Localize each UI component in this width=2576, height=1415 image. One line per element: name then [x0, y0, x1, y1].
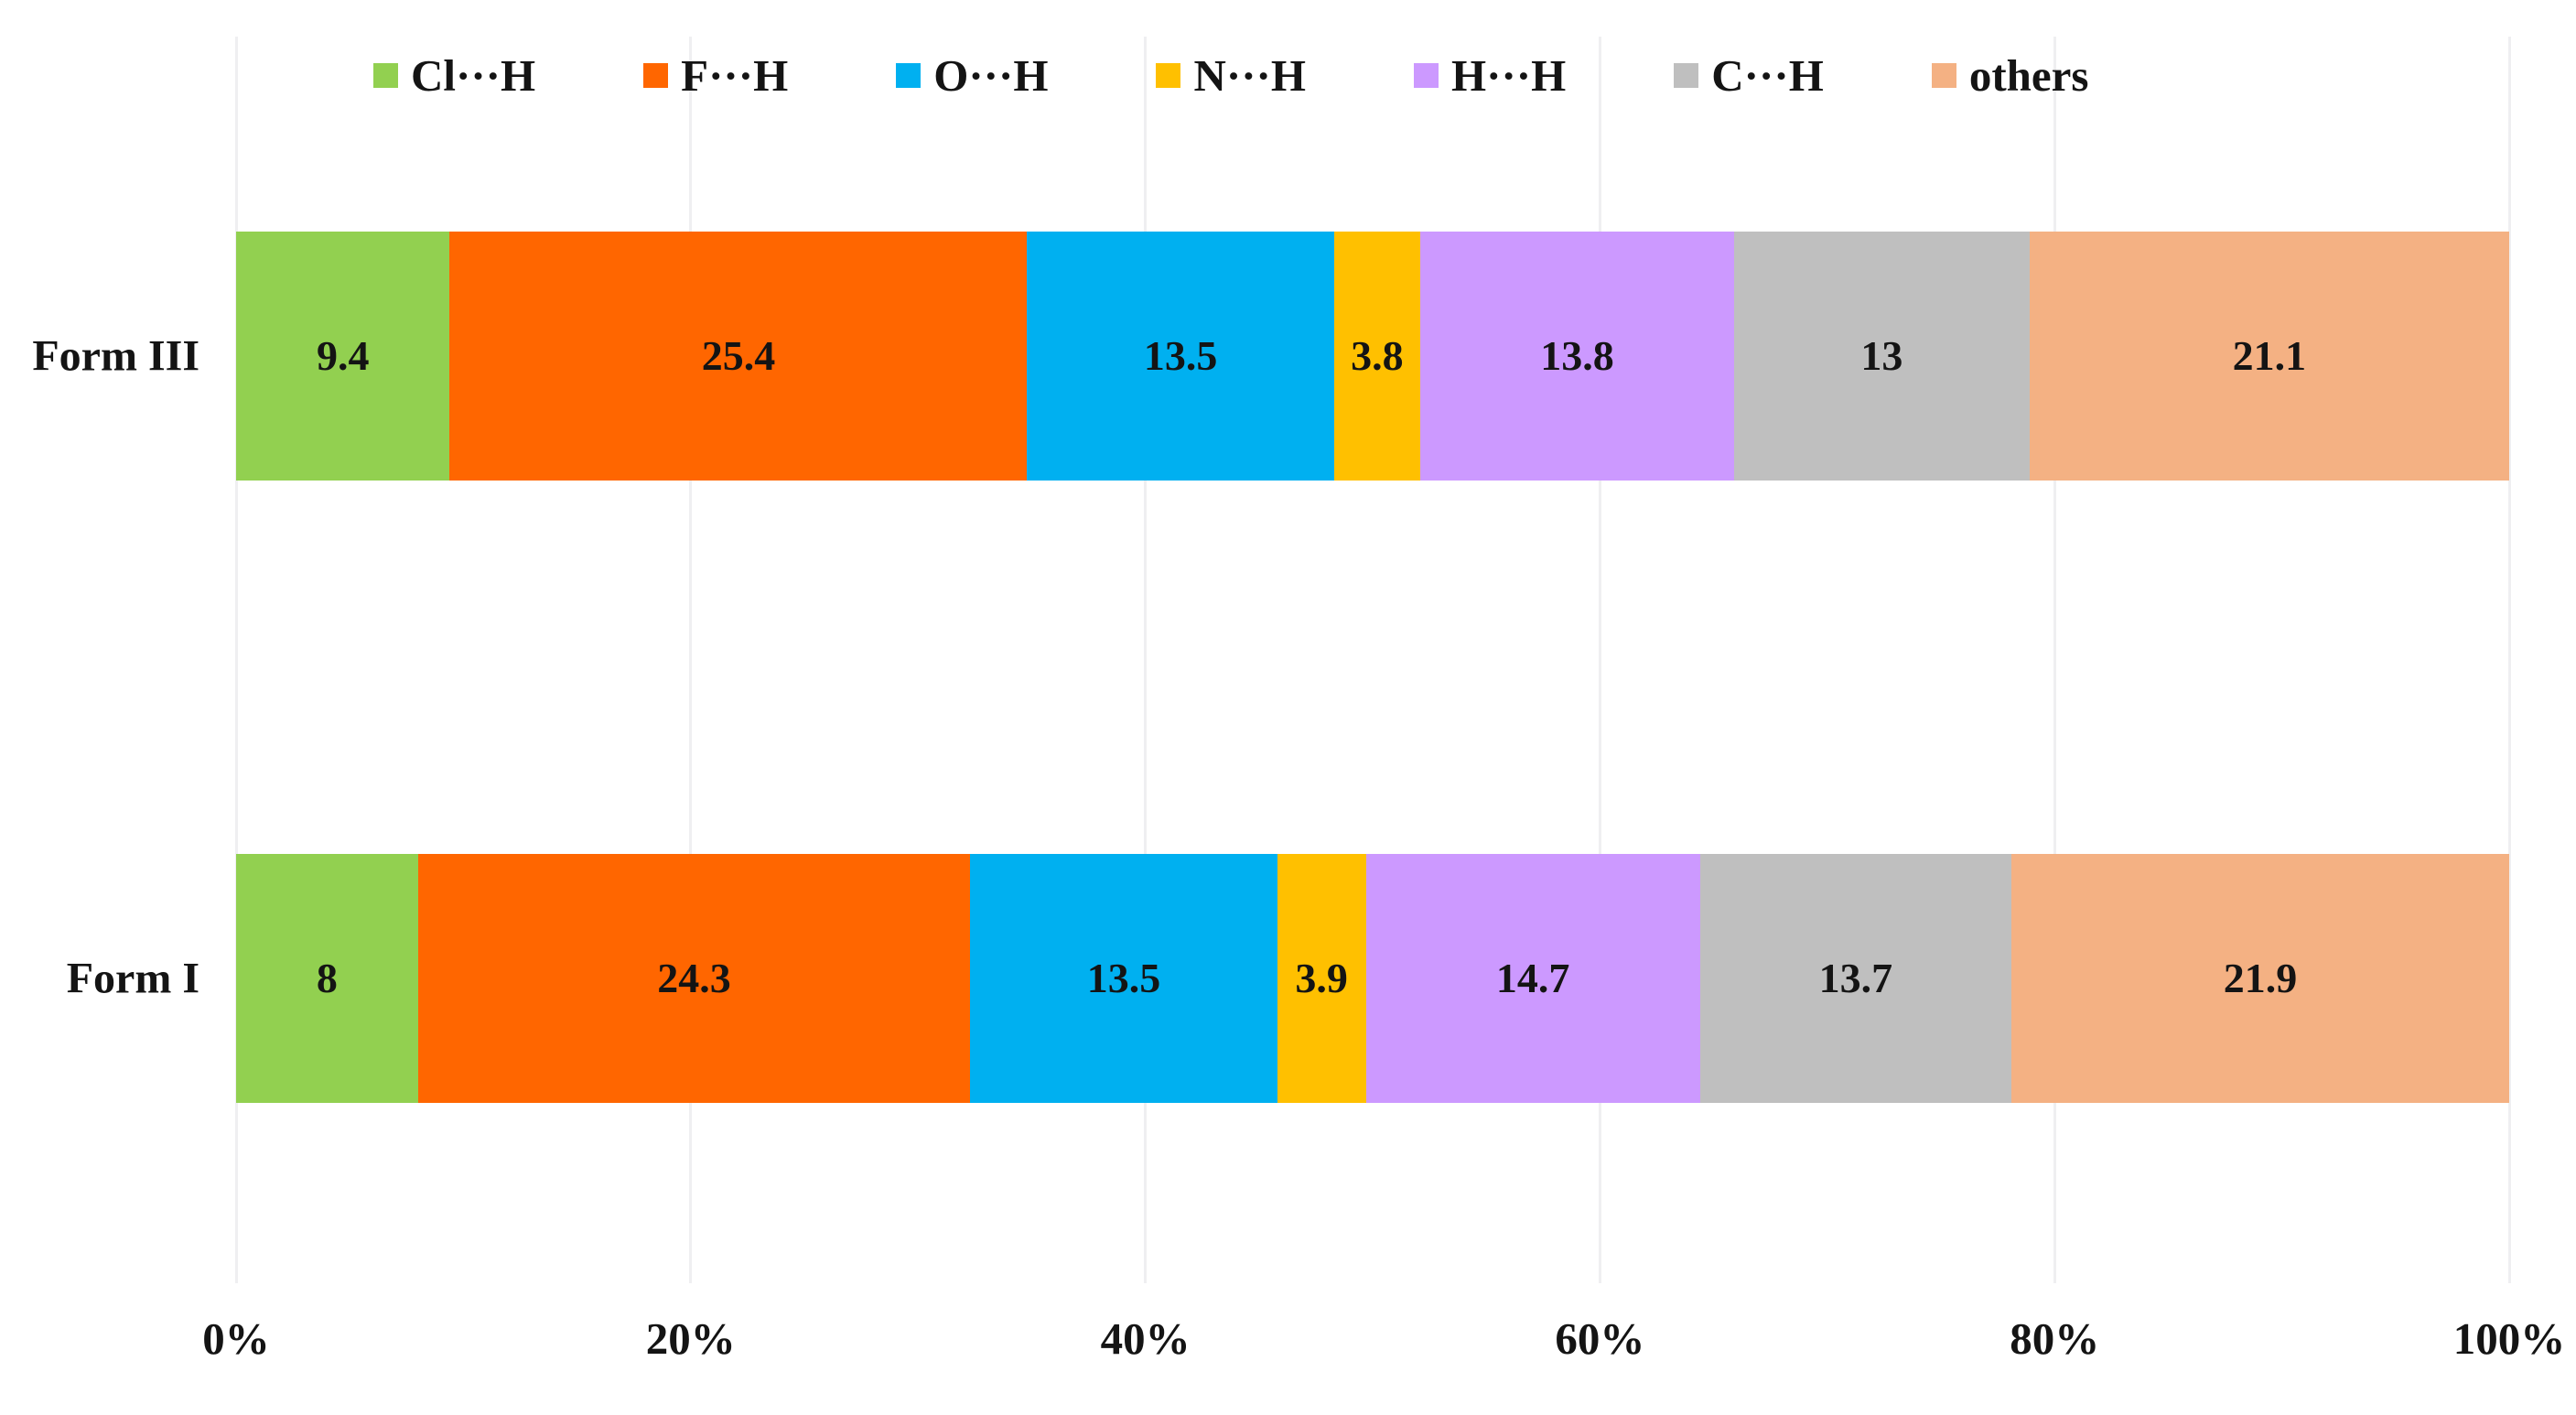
segment-value-label: 3.9	[1295, 955, 1348, 1001]
legend-item-cl-h: Cl···H	[373, 53, 535, 98]
legend-label: C···H	[1711, 49, 1824, 101]
gridline	[234, 37, 238, 1283]
bar-segments: 8 24.3 13.5 3.9 14.7 13.7 21.9	[236, 854, 2509, 1103]
x-axis-tick-label: 40%	[1100, 1313, 1191, 1364]
bar-row-form-i: Form I 8 24.3 13.5 3.9 14.7 13.7 21.9	[0, 854, 2576, 1103]
legend-item-others: others	[1931, 49, 2089, 101]
segment-value-label: 9.4	[316, 332, 370, 379]
segment-value-label: 25.4	[701, 332, 776, 379]
legend-item-c-h: C···H	[1674, 53, 1824, 98]
legend-label: Cl···H	[411, 49, 536, 101]
bar-segment-c-h: 13	[1733, 232, 2030, 481]
bar-segment-h-h: 14.7	[1365, 854, 1700, 1103]
gridline	[1598, 37, 1601, 1283]
segment-value-label: 13.5	[1086, 955, 1161, 1001]
bar-segment-cl-h: 9.4	[236, 232, 450, 481]
legend-color-swatch	[896, 62, 922, 88]
chart-legend: Cl···H F···H O···H N···H H···H C···H others	[373, 44, 2088, 106]
category-label: Form III	[32, 331, 199, 381]
segment-value-label: 21.1	[2232, 332, 2307, 379]
legend-label: H···H	[1451, 49, 1567, 101]
legend-item-h-h: H···H	[1414, 53, 1566, 98]
category-label: Form I	[66, 954, 199, 1003]
segment-value-label: 13.8	[1540, 332, 1614, 379]
legend-color-swatch	[1414, 62, 1439, 88]
legend-label: F···H	[681, 49, 789, 101]
legend-label: O···H	[933, 49, 1049, 101]
legend-label: N···H	[1193, 49, 1307, 101]
bar-row-form-iii: Form III 9.4 25.4 13.5 3.8 13.8 13 21.1	[0, 232, 2576, 481]
x-axis-tick-label: 80%	[2010, 1313, 2100, 1364]
legend-item-n-h: N···H	[1156, 53, 1306, 98]
gridline	[1144, 37, 1148, 1283]
bar-segment-c-h: 13.7	[1699, 854, 2011, 1103]
segment-value-label: 8	[316, 955, 338, 1001]
segment-value-label: 13.7	[1818, 955, 1893, 1001]
bar-segment-others: 21.1	[2029, 232, 2509, 481]
bar-segment-others: 21.9	[2010, 854, 2509, 1103]
legend-label: others	[1968, 49, 2089, 101]
legend-color-swatch	[373, 62, 398, 88]
legend-color-swatch	[1674, 62, 1699, 88]
legend-color-swatch	[643, 62, 669, 88]
bar-segment-cl-h: 8	[236, 854, 418, 1103]
segment-value-label: 24.3	[657, 955, 731, 1001]
x-axis-tick-label: 100%	[2452, 1313, 2566, 1364]
segment-value-label: 14.7	[1495, 955, 1570, 1001]
bar-segment-n-h: 3.9	[1277, 854, 1366, 1103]
bar-segment-n-h: 3.8	[1333, 232, 1421, 481]
legend-item-f-h: F···H	[643, 53, 788, 98]
bar-segment-o-h: 13.5	[970, 854, 1277, 1103]
gridline	[2053, 37, 2056, 1283]
bar-segment-f-h: 25.4	[449, 232, 1028, 481]
segment-value-label: 13	[1860, 332, 1903, 379]
gridline	[2507, 37, 2511, 1283]
segment-value-label: 3.8	[1351, 332, 1404, 379]
legend-item-o-h: O···H	[896, 53, 1048, 98]
segment-value-label: 13.5	[1143, 332, 1218, 379]
bar-segments: 9.4 25.4 13.5 3.8 13.8 13 21.1	[236, 232, 2509, 481]
legend-color-swatch	[1931, 62, 1956, 88]
bar-segment-h-h: 13.8	[1420, 232, 1734, 481]
x-axis-tick-label: 20%	[645, 1313, 736, 1364]
legend-color-swatch	[1156, 62, 1181, 88]
bar-segment-o-h: 13.5	[1027, 232, 1334, 481]
gridline	[689, 37, 693, 1283]
bar-segment-f-h: 24.3	[417, 854, 971, 1103]
x-axis-tick-label: 0%	[202, 1313, 270, 1364]
x-axis-tick-label: 60%	[1555, 1313, 1645, 1364]
segment-value-label: 21.9	[2223, 955, 2298, 1001]
